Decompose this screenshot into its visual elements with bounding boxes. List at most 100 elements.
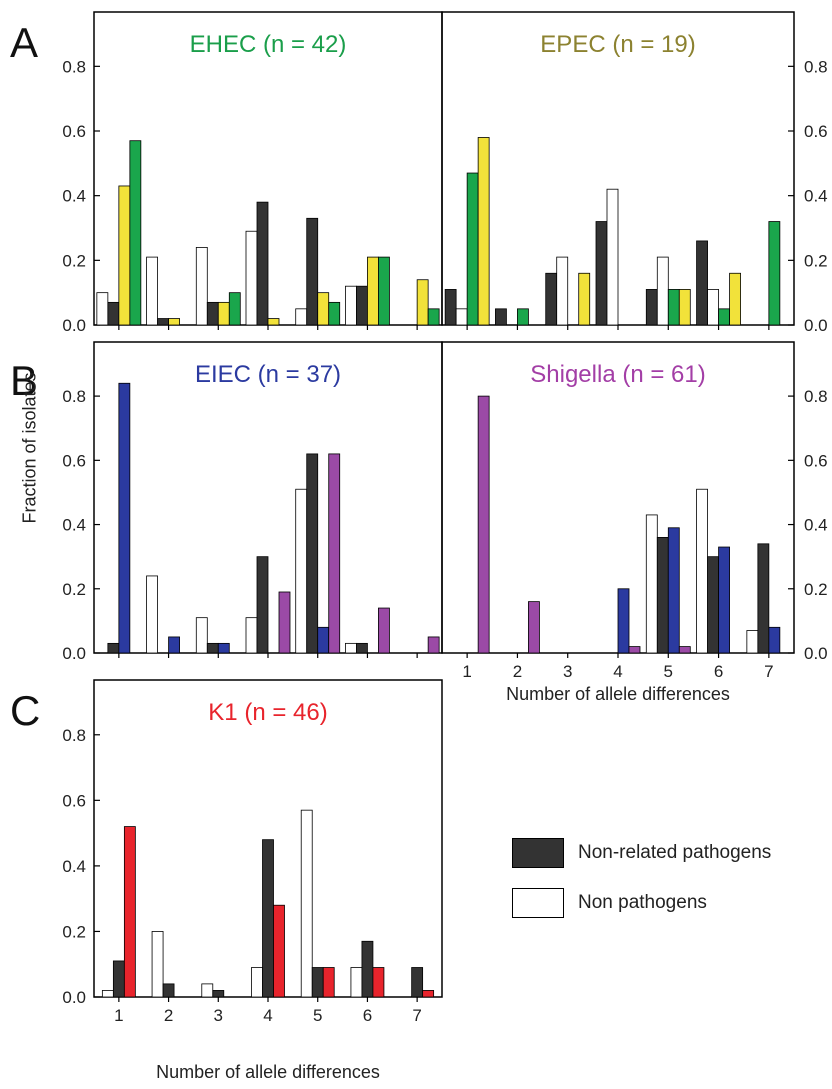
bar-shigella-s4-c4 [628, 646, 641, 654]
bar-k1-s1-c3 [201, 983, 214, 998]
y-tick-label-k1: 0.0 [62, 988, 86, 1007]
bar-ehec-s2-c5 [306, 217, 319, 326]
bar-epec-s3-c2 [517, 308, 529, 326]
y-tick-label-shigella: 0.0 [804, 644, 828, 663]
legend-swatch-white [512, 888, 564, 918]
chart-title-k1: K1 (n = 46) [208, 699, 327, 726]
y-tick-label-eiec: 0.6 [62, 451, 86, 470]
bar-eiec-s3-c1 [118, 382, 131, 654]
chart-k1: 0.0 0.2 0.4 0.6 0.8 1 2 3 4 5 6 7 K1 (n = 46) [62, 679, 443, 1025]
bar-ehec-s3-c2 [168, 318, 180, 326]
chart-shigella: 0.0 0.2 0.4 0.6 0.8 1 2 3 4 5 6 7 Shigella (n = 61) [441, 341, 828, 681]
bar-eiec-s4-c5 [328, 453, 341, 654]
legend-item-non-related-pathogens: Non-related pathogens [512, 838, 771, 868]
y-tick-label-ehec: 0.0 [62, 316, 86, 335]
bar-k1-s2-c1 [112, 960, 125, 998]
bar-k1-s2-c3 [212, 990, 225, 998]
bar-eiec-s3-c5 [317, 626, 330, 654]
legend-item-non-pathogens: Non pathogens [512, 888, 707, 918]
bar-ehec-s3-c6 [367, 256, 379, 326]
bar-ehec-s3-c4 [267, 318, 280, 326]
bar-eiec-s1-c4 [245, 617, 258, 654]
bar-k1-s1-c1 [101, 990, 114, 998]
x-tick-label-shigella: 3 [563, 662, 572, 681]
legend-label-non-pathogens: Non pathogens [578, 892, 707, 913]
x-axis-label-upper: Number of allele differences [506, 684, 730, 704]
bar-epec-s1-c2 [495, 308, 507, 326]
bar-k1-s2-c7 [411, 967, 424, 998]
y-tick-label-shigella: 0.6 [804, 451, 828, 470]
x-tick-label-k1: 2 [164, 1006, 173, 1025]
panel-letter-b: B [10, 357, 39, 404]
bar-ehec-s3-c1 [118, 185, 131, 326]
bar-eiec-s1-c5 [295, 488, 308, 654]
bar-ehec-s3-c5 [317, 292, 330, 326]
bar-shigella-s3-c7 [768, 626, 781, 654]
legend-label-non-related-pathogens: Non-related pathogens [578, 842, 772, 863]
y-tick-label-epec: 0.6 [804, 122, 828, 141]
bar-k1-s2-c5 [311, 967, 324, 998]
y-tick-label-ehec: 0.4 [62, 187, 86, 206]
bar-ehec-s2-c4 [256, 201, 269, 326]
bar-ehec-s3-c3 [217, 301, 230, 326]
bar-ehec-s1-c3 [195, 246, 208, 326]
bar-k1-s3-c1 [123, 826, 136, 998]
bar-epec-s3-c5 [667, 289, 680, 326]
y-tick-label-epec: 0.2 [804, 251, 828, 270]
bar-k1-s2-c4 [262, 839, 274, 998]
bar-shigella-s4-c1 [477, 395, 490, 654]
bar-shigella-s3-c5 [667, 527, 680, 654]
chart-title-eiec: EIEC (n = 37) [195, 361, 341, 388]
bar-eiec-s3-c3 [217, 642, 230, 654]
bar-epec-s4-c1 [477, 137, 490, 326]
y-tick-label-k1: 0.4 [62, 857, 86, 876]
bar-eiec-s4-c7 [427, 636, 440, 654]
bar-shigella-s2-c6 [707, 556, 719, 654]
bar-ehec-s3-c7 [416, 279, 429, 326]
x-tick-label-k1: 5 [313, 1006, 322, 1025]
bar-epec-s3-c1 [466, 172, 479, 326]
bar-epec-s2-c6 [707, 289, 719, 326]
bar-eiec-s4-c4 [278, 591, 291, 654]
bar-epec-s2-c4 [606, 188, 619, 326]
legend-swatch-dark [512, 838, 564, 868]
bar-shigella-s2-c5 [656, 537, 669, 654]
x-tick-label-shigella: 2 [513, 662, 522, 681]
bar-eiec-s2-c3 [206, 642, 219, 654]
bar-k1-s1-c6 [350, 967, 363, 998]
bar-eiec-s2-c1 [107, 642, 120, 654]
y-tick-label-shigella: 0.2 [804, 580, 828, 599]
bar-ehec-s1-c5 [295, 308, 308, 326]
y-tick-label-ehec: 0.6 [62, 122, 86, 141]
bar-shigella-s3-c6 [718, 546, 730, 654]
chart-eiec: 0.0 0.2 0.4 0.6 0.8 EIEC (n = 37) [62, 341, 443, 663]
x-tick-label-k1: 7 [412, 1006, 421, 1025]
x-tick-label-shigella: 4 [613, 662, 622, 681]
bar-ehec-s2-c2 [157, 318, 169, 326]
x-tick-label-k1: 6 [363, 1006, 372, 1025]
bar-eiec-s1-c2 [146, 575, 158, 654]
bar-eiec-s2-c6 [356, 642, 368, 654]
bar-eiec-s2-c5 [306, 453, 319, 654]
bar-k1-s3-c5 [322, 967, 335, 998]
bar-k1-s1-c5 [300, 809, 313, 998]
bar-ehec-s1-c4 [245, 230, 258, 326]
bar-shigella-s1-c7 [746, 630, 759, 654]
bar-k1-s3-c7 [422, 990, 435, 998]
bar-ehec-s1-c2 [146, 256, 158, 326]
bar-ehec-s1-c1 [96, 292, 109, 326]
y-tick-label-eiec: 0.0 [62, 644, 86, 663]
chart-title-shigella: Shigella (n = 61) [530, 361, 705, 388]
y-tick-label-k1: 0.8 [62, 726, 86, 745]
x-axis-label-lower: Number of allele differences [156, 1062, 380, 1082]
bar-k1-s2-c6 [361, 940, 374, 998]
y-tick-label-epec: 0.4 [804, 187, 828, 206]
y-tick-label-shigella: 0.8 [804, 387, 828, 406]
bar-ehec-s4-c6 [378, 256, 390, 326]
panel-letter-a: A [10, 19, 39, 66]
x-tick-label-shigella: 7 [764, 662, 773, 681]
x-tick-label-shigella: 6 [714, 662, 723, 681]
x-tick-label-k1: 1 [114, 1006, 123, 1025]
chart-title-epec: EPEC (n = 19) [540, 31, 695, 58]
